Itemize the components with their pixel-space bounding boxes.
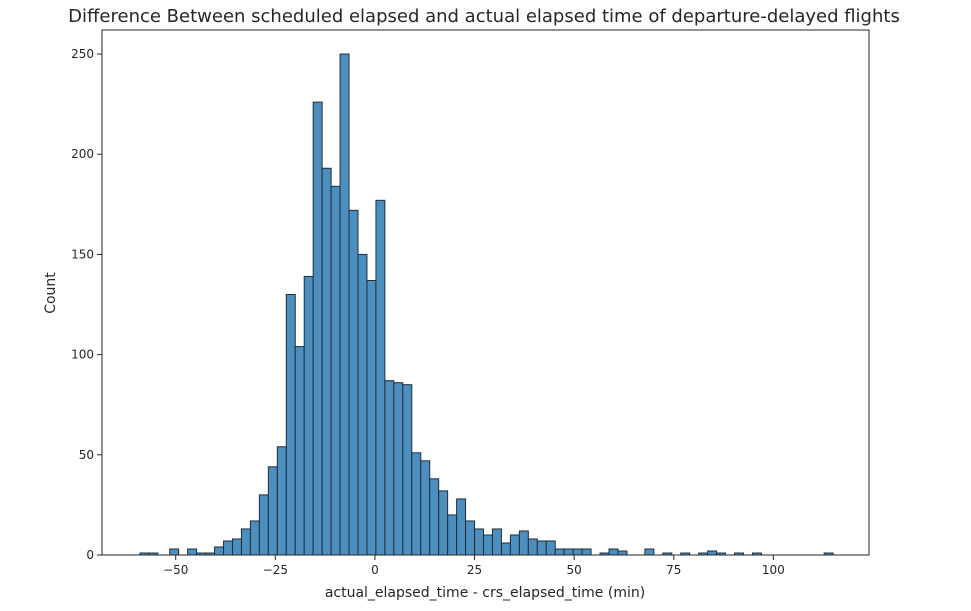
y-tick-label: 50 [79,448,94,462]
histogram-bar [438,490,449,556]
histogram-bar [384,380,395,556]
x-axis-ticks: −50 −25 0 25 50 75 100 [163,555,785,577]
plot-frame [101,29,870,556]
histogram-bar [483,534,493,556]
histogram-bar [240,528,251,556]
bars-group [139,53,834,556]
histogram-bar [321,167,332,556]
histogram-bar [447,514,458,556]
x-tick-label: −50 [163,563,188,577]
histogram-bar [474,528,485,556]
histogram-bar [330,185,341,556]
histogram-bar [258,494,269,556]
chart-title: Difference Between scheduled elapsed and… [68,6,900,27]
y-axis-ticks: 0 50 100 150 200 250 [71,47,102,562]
histogram-bar [303,275,314,556]
histogram-bar [420,460,431,556]
histogram-bar [169,548,180,556]
histogram-bar [285,294,296,556]
y-tick-label: 0 [86,548,94,562]
y-tick-label: 150 [71,247,94,261]
histogram-bar [267,466,278,556]
x-tick-label: 50 [567,563,582,577]
histogram-bar [563,548,574,556]
histogram-bar [366,279,377,556]
histogram-bar [231,538,242,556]
x-tick-label: −25 [263,563,288,577]
histogram-bar [393,382,404,556]
y-axis-label: Count [43,272,59,314]
x-tick-label: 0 [371,563,379,577]
histogram-bar [411,452,422,556]
histogram-bar [357,253,368,556]
histogram-bar [312,101,323,556]
histogram-bar [617,550,628,556]
histogram-bar [707,550,718,556]
histogram-bar [223,540,233,556]
histogram-bar [518,530,529,556]
histogram-bar [608,548,619,556]
histogram-bar [429,478,440,556]
histogram-bar [545,540,556,556]
histogram-bar [348,209,359,556]
histogram-bar [644,548,655,556]
x-tick-label: 75 [666,563,681,577]
histogram-bar [536,540,547,556]
histogram-bar [276,446,287,556]
histogram-bar [527,538,538,556]
histogram-bar [581,548,592,556]
histogram-bar [249,520,260,556]
histogram-bar [554,548,565,556]
histogram-bar [456,498,467,556]
histogram-bar [509,534,520,556]
histogram-bar [402,384,413,556]
x-tick-label: 100 [762,563,785,577]
x-axis-label: actual_elapsed_time - crs_elapsed_time (… [325,585,645,601]
histogram-bar [500,542,511,556]
histogram-bar [465,520,476,556]
histogram-bar [214,546,225,556]
y-tick-label: 200 [71,147,94,161]
histogram-bar [339,53,350,556]
y-tick-label: 100 [71,348,94,362]
x-tick-label: 25 [467,563,482,577]
histogram-bar [572,548,583,556]
histogram-bar [187,548,198,556]
histogram-bar [294,346,305,556]
histogram-bar [375,199,386,556]
histogram-bar [491,528,502,556]
y-tick-label: 250 [71,47,94,61]
